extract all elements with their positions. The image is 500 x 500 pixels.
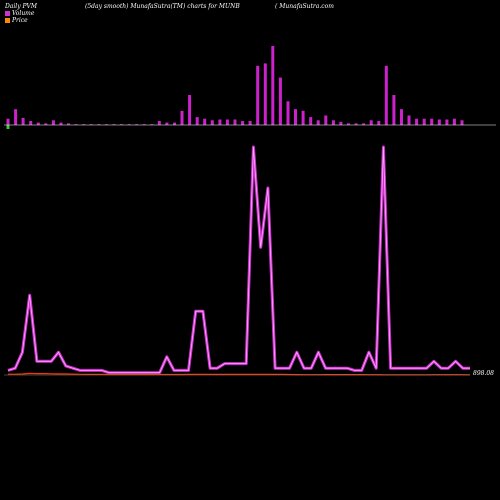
volume-bar [195, 117, 199, 125]
volume-bar [104, 124, 108, 125]
volume-bar [400, 109, 403, 125]
legend-volume: Volume [5, 10, 34, 17]
volume-bar [120, 124, 123, 125]
pvm-line [7, 145, 470, 375]
volume-bar [150, 124, 154, 125]
volume-bar [309, 117, 313, 125]
volume-bar [218, 119, 222, 125]
volume-bar [271, 46, 275, 125]
legend-volume-label: Volume [12, 10, 35, 17]
volume-bar [180, 110, 184, 125]
volume-bar [324, 115, 328, 125]
chart-type-label: Daily PVM [5, 3, 38, 10]
volume-bar [6, 118, 10, 125]
volume-bar [241, 121, 245, 125]
volume-bar [392, 95, 396, 125]
volume-bar [112, 124, 116, 125]
volume-bar [362, 123, 366, 125]
volume-bar [301, 110, 305, 125]
pvm-line-highlight [7, 146, 470, 374]
volume-bar [21, 117, 25, 125]
volume-bar [188, 95, 192, 125]
volume-bar [377, 121, 381, 125]
volume-bar [286, 101, 290, 125]
volume-bar [460, 120, 464, 125]
volume-bar [369, 120, 373, 125]
volume-bar [14, 109, 18, 125]
volume-bar [294, 109, 297, 125]
legend-price: Price [5, 17, 28, 24]
volume-bar [278, 77, 282, 125]
volume-bar [127, 124, 131, 125]
volume-bar [165, 122, 169, 125]
volume-bar [225, 119, 229, 125]
volume-bar [354, 123, 358, 125]
last-value-label: 898.08 [473, 370, 494, 377]
volume-bar [347, 123, 350, 125]
volume-bar [59, 122, 63, 125]
volume-bar [316, 120, 320, 125]
price-line [8, 372, 471, 376]
volume-bar [142, 124, 146, 125]
volume-bar [173, 122, 176, 125]
volume-bar [74, 124, 78, 125]
site-credit: ( MunafaSutra.com [275, 3, 334, 10]
volume-bar [36, 122, 40, 125]
volume-bar [407, 115, 411, 125]
volume-bar [67, 123, 70, 125]
chart-title: (5day smooth) MunafaSutra(TM) charts for… [85, 3, 240, 10]
volume-bar [452, 118, 456, 125]
legend-volume-swatch [5, 11, 10, 16]
volume-bar [233, 119, 237, 125]
legend-price-swatch [5, 18, 10, 23]
volume-bar [445, 119, 449, 125]
legend-price-label: Price [12, 17, 28, 24]
volume-bar [203, 118, 207, 125]
volume-bar [89, 124, 93, 125]
volume-bar [256, 65, 260, 126]
volume-bar [339, 121, 343, 125]
volume-bar [44, 123, 48, 125]
volume-bar [415, 118, 419, 125]
volume-bar [384, 65, 388, 126]
volume-bar [437, 119, 441, 125]
volume-bar [331, 120, 335, 125]
volume-bar [135, 124, 139, 125]
volume-bar [82, 124, 86, 125]
volume-bar [157, 121, 161, 125]
volume-bar-first [6, 125, 10, 129]
volume-bar [430, 118, 434, 125]
volume-bar [422, 118, 426, 125]
volume-bar [248, 121, 252, 125]
volume-bar [97, 124, 101, 125]
volume-bar [210, 120, 214, 125]
volume-bar [29, 121, 33, 125]
volume-bar [263, 63, 267, 125]
volume-bar [51, 120, 55, 125]
